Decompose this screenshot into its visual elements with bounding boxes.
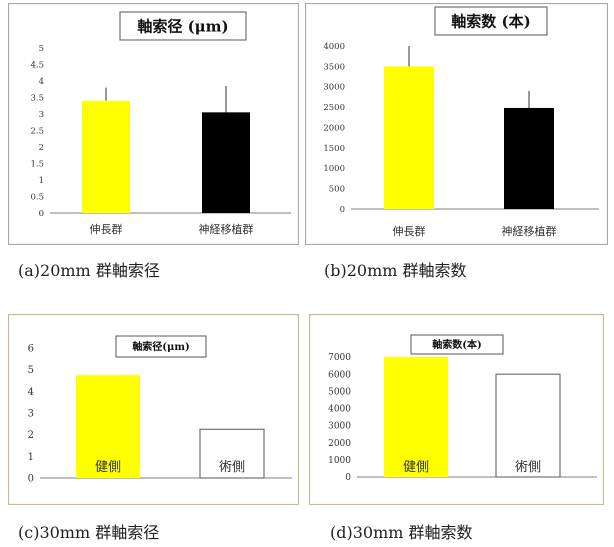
y-tick-label: 6000: [328, 370, 351, 380]
y-tick-label: 3: [39, 110, 44, 120]
chart-title-box: [434, 6, 548, 36]
y-tick-label: 1000: [323, 164, 345, 174]
chart-title-box: [115, 335, 207, 358]
caption-a: (a)20mm 群軸索径: [18, 261, 160, 280]
y-tick-label: 3500: [323, 62, 345, 72]
chart-panel-a: 軸索径 (μm) 0 0.5 1 1.5 2 2.5 3 3.5 4 4.5 5 伸長群 神経移植群: [8, 3, 299, 245]
caption-c: (c)30mm 群軸索径: [18, 523, 160, 542]
y-tick-label: 3: [28, 409, 34, 420]
chart-title: 軸索径 (μm): [137, 17, 228, 35]
y-tick-label: 4: [39, 77, 44, 87]
y-tick-label: 2000: [328, 439, 351, 449]
chart-axon-count-20mm: 軸索数 (本) 0 500 1000 1500 2000 2500 3000 3500 4000 伸…: [305, 3, 608, 245]
y-tick-label: 2500: [323, 103, 345, 113]
chart-panel-c: 軸索径(μm) 0 1 2 3 4 5 6 健側 術側: [8, 314, 299, 505]
x-category-label: 伸長群: [393, 224, 426, 238]
y-tick-label: 4.5: [30, 60, 44, 70]
chart-frame: [8, 3, 299, 245]
y-tick-label: 1: [39, 176, 44, 186]
y-tick-label: 1: [28, 452, 34, 463]
bar: [384, 357, 448, 477]
chart-panel-d: 軸索数(本) 0 1000 2000 3000 4000 5000 6000 7000 健側 術側: [309, 314, 604, 505]
y-tick-label: 1000: [328, 456, 351, 466]
y-tick-label: 1500: [323, 144, 345, 154]
y-tick-label: 2.5: [30, 126, 44, 136]
y-tick-label: 3000: [328, 422, 351, 432]
chart-title: 軸索数 (本): [451, 12, 530, 30]
y-tick-label: 4000: [323, 42, 345, 52]
x-category-label: 健側: [95, 460, 121, 475]
y-tick-label: 2000: [323, 123, 345, 133]
y-tick-label: 0: [340, 205, 345, 215]
chart-axon-count-30mm: 軸索数(本) 0 1000 2000 3000 4000 5000 6000 7000 健側 術側: [309, 314, 604, 505]
y-tick-label: 4: [28, 387, 34, 398]
bar: [384, 66, 434, 209]
chart-title-box: [410, 334, 504, 355]
y-tick-label: 0.5: [30, 192, 44, 202]
y-tick-label: 1.5: [30, 159, 44, 169]
y-tick-label: 5: [39, 44, 44, 54]
bar: [202, 112, 250, 213]
y-tick-label: 0: [345, 473, 351, 483]
y-tick-label: 0: [39, 209, 44, 219]
y-tick-label: 7000: [328, 353, 351, 363]
chart-title-box: [119, 11, 247, 41]
chart-panel-b: 軸索数 (本) 0 500 1000 1500 2000 2500 3000 3500 4000 伸…: [305, 3, 608, 245]
bar: [504, 107, 554, 209]
bar: [76, 375, 140, 478]
bar: [82, 100, 130, 213]
x-category-label: 伸長群: [90, 222, 123, 236]
x-category-label: 術側: [515, 460, 541, 475]
y-tick-label: 0: [28, 474, 34, 485]
chart-frame: [305, 3, 608, 245]
y-tick-label: 5: [28, 365, 34, 376]
y-tick-label: 3000: [323, 83, 345, 93]
x-category-label: 神経移植群: [502, 224, 557, 238]
x-category-label: 健側: [403, 460, 429, 475]
chart-axon-diameter-30mm: 軸索径(μm) 0 1 2 3 4 5 6 健側 術側: [8, 314, 299, 505]
caption-d: (d)30mm 群軸索数: [330, 523, 473, 542]
y-tick-label: 5000: [328, 387, 351, 397]
chart-axon-diameter-20mm: 軸索径 (μm) 0 0.5 1 1.5 2 2.5 3 3.5 4 4.5 5 伸長群 神経移植群: [8, 3, 299, 245]
y-tick-label: 500: [329, 185, 345, 195]
chart-title: 軸索径(μm): [132, 340, 189, 353]
x-category-label: 神経移植群: [199, 222, 254, 236]
bar: [199, 428, 265, 479]
caption-b: (b)20mm 群軸索数: [324, 261, 467, 280]
y-tick-label: 2: [28, 430, 34, 441]
x-category-label: 術側: [219, 460, 245, 475]
y-tick-label: 6: [28, 344, 34, 355]
y-tick-label: 2: [39, 143, 44, 153]
bar: [495, 373, 561, 478]
chart-title: 軸索数(本): [432, 338, 481, 351]
y-tick-label: 4000: [328, 405, 351, 415]
y-tick-label: 3.5: [30, 93, 44, 103]
